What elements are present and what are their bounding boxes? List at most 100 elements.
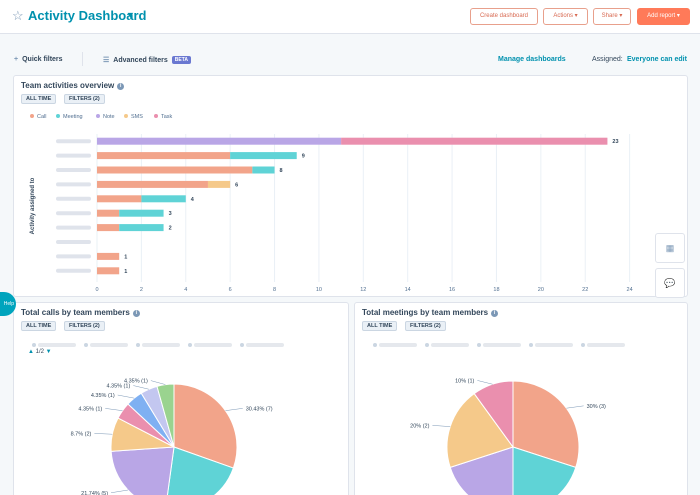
legend-task[interactable]: Task bbox=[154, 114, 172, 120]
info-icon[interactable]: i bbox=[491, 310, 499, 317]
legend-meeting[interactable]: Meeting bbox=[56, 114, 83, 120]
x-tick-label: 16 bbox=[449, 287, 455, 293]
bar-segment-meeting bbox=[252, 166, 275, 174]
pager-up-icon[interactable]: ▲ bbox=[28, 349, 34, 355]
filter-bar: + Quick filters ☰ Advanced filters BETA Man… bbox=[0, 34, 700, 74]
filters-tag[interactable]: FILTERS (2) bbox=[405, 321, 446, 331]
pie-slice-label: 4.35% (1) bbox=[106, 384, 130, 390]
x-tick-label: 12 bbox=[360, 287, 366, 293]
bar-total-label: 4 bbox=[191, 197, 195, 203]
chat-icon[interactable]: 💬 bbox=[655, 268, 685, 298]
bar-total-label: 2 bbox=[169, 226, 172, 232]
category-label-redacted bbox=[56, 240, 91, 244]
legend-dot bbox=[84, 343, 88, 347]
help-tab[interactable]: Help bbox=[0, 292, 16, 316]
actions-button[interactable]: Actions ▾ bbox=[543, 8, 588, 25]
bar-segment-call bbox=[97, 195, 142, 203]
pie-slice-label: 10% (1) bbox=[455, 378, 474, 384]
legend-dot bbox=[581, 343, 585, 347]
total-calls-card: Total calls by team members i ALL TIME FI… bbox=[13, 302, 349, 495]
x-tick-label: 6 bbox=[229, 287, 232, 293]
favorite-star-icon[interactable]: ☆ bbox=[12, 8, 24, 23]
legend-dot bbox=[529, 343, 533, 347]
x-tick-label: 20 bbox=[538, 287, 544, 293]
advanced-filters-label: Advanced filters bbox=[113, 57, 168, 64]
card-title-text: Team activities overview bbox=[21, 81, 115, 90]
grid-icon[interactable]: ▦ bbox=[655, 233, 685, 263]
category-label-redacted bbox=[56, 254, 91, 259]
assigned-visibility-link[interactable]: Everyone can edit bbox=[627, 56, 687, 63]
bar-segment-meeting bbox=[119, 209, 164, 217]
pie-slice bbox=[446, 392, 514, 469]
pie-slice bbox=[473, 380, 514, 449]
x-tick-label: 2 bbox=[140, 287, 143, 293]
share-button[interactable]: Share ▾ bbox=[593, 8, 631, 25]
card-title: Total meetings by team members i bbox=[362, 308, 499, 317]
date-range-tag[interactable]: ALL TIME bbox=[362, 321, 398, 331]
legend-label-redacted bbox=[431, 343, 469, 347]
pie-slice bbox=[449, 446, 514, 495]
legend-dot bbox=[136, 343, 140, 347]
calls-pie-chart: 30.43% (7)21.74% (5)8.7% (2)4.35% (1)4.3… bbox=[32, 343, 284, 495]
category-label-redacted bbox=[56, 211, 91, 216]
chevron-down-icon[interactable]: ▼ bbox=[126, 10, 135, 20]
pie-leader-line bbox=[432, 425, 451, 427]
legend-sms[interactable]: SMS bbox=[124, 114, 143, 120]
date-range-tag[interactable]: ALL TIME bbox=[21, 94, 57, 104]
filter-icon: ☰ bbox=[103, 57, 110, 64]
legend-label-redacted bbox=[379, 343, 417, 347]
bar-segment-call bbox=[97, 152, 231, 160]
filters-tag[interactable]: FILTERS (2) bbox=[64, 94, 105, 104]
quick-filters-label: Quick filters bbox=[22, 56, 63, 63]
total-meetings-card: Total meetings by team members i ALL TIME… bbox=[354, 302, 688, 495]
pie-slice bbox=[512, 380, 580, 469]
bar-total-label: 3 bbox=[169, 211, 172, 217]
legend-dot bbox=[477, 343, 481, 347]
bar-total-label: 1 bbox=[124, 254, 127, 260]
dashboard-title[interactable]: Activity Dashboard bbox=[28, 8, 147, 23]
bar-segment-call bbox=[97, 267, 120, 275]
beta-badge: BETA bbox=[171, 56, 191, 64]
legend-label: Call bbox=[37, 114, 47, 120]
bar-total-label: 8 bbox=[280, 168, 283, 174]
plus-icon: + bbox=[14, 56, 19, 63]
bar-total-label: 23 bbox=[612, 139, 618, 145]
pie-slice bbox=[512, 446, 577, 495]
legend-dot bbox=[124, 114, 128, 118]
pie-leader-line bbox=[150, 380, 166, 385]
pie-slice bbox=[110, 446, 175, 495]
date-range-tag[interactable]: ALL TIME bbox=[21, 321, 57, 331]
create-dashboard-button[interactable]: Create dashboard bbox=[470, 8, 538, 25]
legend-label: Meeting bbox=[63, 114, 83, 120]
legend-dot bbox=[96, 114, 100, 118]
quick-filters-button[interactable]: + Quick filters bbox=[14, 56, 63, 63]
x-tick-label: 8 bbox=[273, 287, 276, 293]
x-tick-label: 18 bbox=[493, 287, 499, 293]
x-tick-label: 10 bbox=[316, 287, 322, 293]
add-report-button[interactable]: Add report ▾ bbox=[637, 8, 690, 25]
legend-pager[interactable]: ▲ 1/2 ▼ bbox=[28, 349, 52, 355]
info-icon[interactable]: i bbox=[132, 310, 140, 317]
bar-segment-meeting bbox=[141, 195, 186, 203]
filters-tag[interactable]: FILTERS (2) bbox=[64, 321, 105, 331]
legend-label: Task bbox=[161, 114, 173, 120]
pie-slice-label: 30% (3) bbox=[587, 404, 606, 410]
legend-note[interactable]: Note bbox=[96, 114, 115, 120]
card-title: Total calls by team members i bbox=[21, 308, 140, 317]
meetings-pie-chart: 30% (3) 20% (2) 10% (1) bbox=[373, 343, 625, 495]
pager-down-icon[interactable]: ▼ bbox=[45, 349, 52, 355]
manage-dashboards-link[interactable]: Manage dashboards bbox=[498, 56, 566, 63]
x-tick-label: 22 bbox=[582, 287, 588, 293]
x-tick-label: 0 bbox=[95, 287, 98, 293]
dashboard-header: ☆ Activity Dashboard ▼ Create dashboard … bbox=[0, 0, 700, 34]
legend-label-redacted bbox=[246, 343, 284, 347]
info-icon[interactable]: i bbox=[117, 83, 125, 90]
legend-dot bbox=[32, 343, 36, 347]
legend-label-redacted bbox=[90, 343, 128, 347]
legend-label-redacted bbox=[483, 343, 521, 347]
advanced-filters-button[interactable]: ☰ Advanced filters BETA bbox=[103, 56, 191, 64]
pie-leader-line bbox=[105, 408, 123, 411]
legend-call[interactable]: Call bbox=[30, 114, 46, 120]
x-tick-label: 14 bbox=[405, 287, 411, 293]
pie-slice-label: 21.74% (5) bbox=[81, 491, 108, 495]
